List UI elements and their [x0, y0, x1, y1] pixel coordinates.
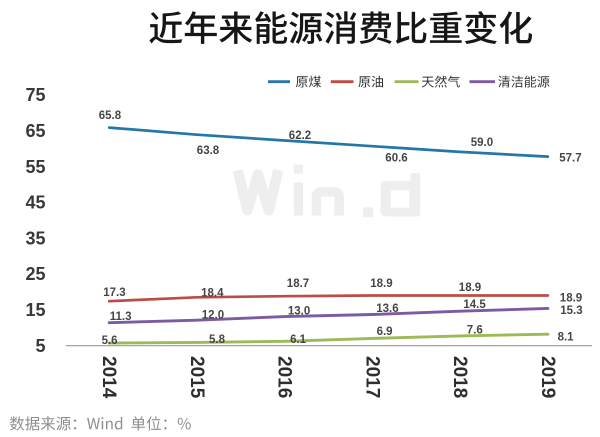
svg-text:57.7: 57.7 — [559, 152, 581, 164]
svg-text:2019: 2019 — [537, 356, 558, 398]
svg-text:13.0: 13.0 — [288, 306, 310, 318]
svg-text:12.0: 12.0 — [202, 310, 224, 322]
svg-text:60.6: 60.6 — [385, 153, 407, 165]
svg-text:11.3: 11.3 — [110, 311, 132, 323]
svg-text:63.8: 63.8 — [197, 145, 220, 157]
svg-text:65.8: 65.8 — [99, 110, 122, 122]
svg-text:45: 45 — [25, 193, 45, 213]
svg-text:17.3: 17.3 — [103, 287, 125, 299]
svg-text:18.9: 18.9 — [459, 282, 481, 294]
svg-text:59.0: 59.0 — [471, 137, 493, 149]
svg-text:18.9: 18.9 — [370, 278, 392, 290]
svg-text:2016: 2016 — [274, 356, 295, 398]
svg-text:5.6: 5.6 — [102, 335, 118, 347]
svg-text:2018: 2018 — [449, 356, 470, 398]
svg-text:18.9: 18.9 — [560, 292, 582, 304]
svg-text:15.3: 15.3 — [560, 305, 582, 317]
svg-text:35: 35 — [25, 228, 45, 248]
svg-text:6.9: 6.9 — [377, 326, 393, 338]
svg-text:55: 55 — [25, 157, 45, 177]
svg-text:8.1: 8.1 — [558, 331, 575, 343]
svg-text:7.6: 7.6 — [467, 324, 483, 336]
svg-text:13.6: 13.6 — [376, 303, 398, 315]
svg-text:15: 15 — [25, 300, 45, 320]
svg-text:65: 65 — [25, 121, 45, 141]
svg-text:6.1: 6.1 — [290, 334, 307, 346]
svg-text:18.7: 18.7 — [287, 278, 309, 290]
svg-text:62.2: 62.2 — [289, 130, 311, 142]
svg-text:25: 25 — [25, 264, 45, 284]
svg-text:5.8: 5.8 — [209, 334, 226, 346]
svg-text:2017: 2017 — [361, 356, 382, 398]
svg-text:18.4: 18.4 — [201, 287, 224, 299]
svg-text:2015: 2015 — [186, 356, 207, 399]
svg-text:14.5: 14.5 — [463, 299, 486, 311]
svg-text:5: 5 — [35, 336, 45, 356]
svg-text:2014: 2014 — [98, 356, 119, 399]
svg-text:75: 75 — [25, 85, 45, 105]
